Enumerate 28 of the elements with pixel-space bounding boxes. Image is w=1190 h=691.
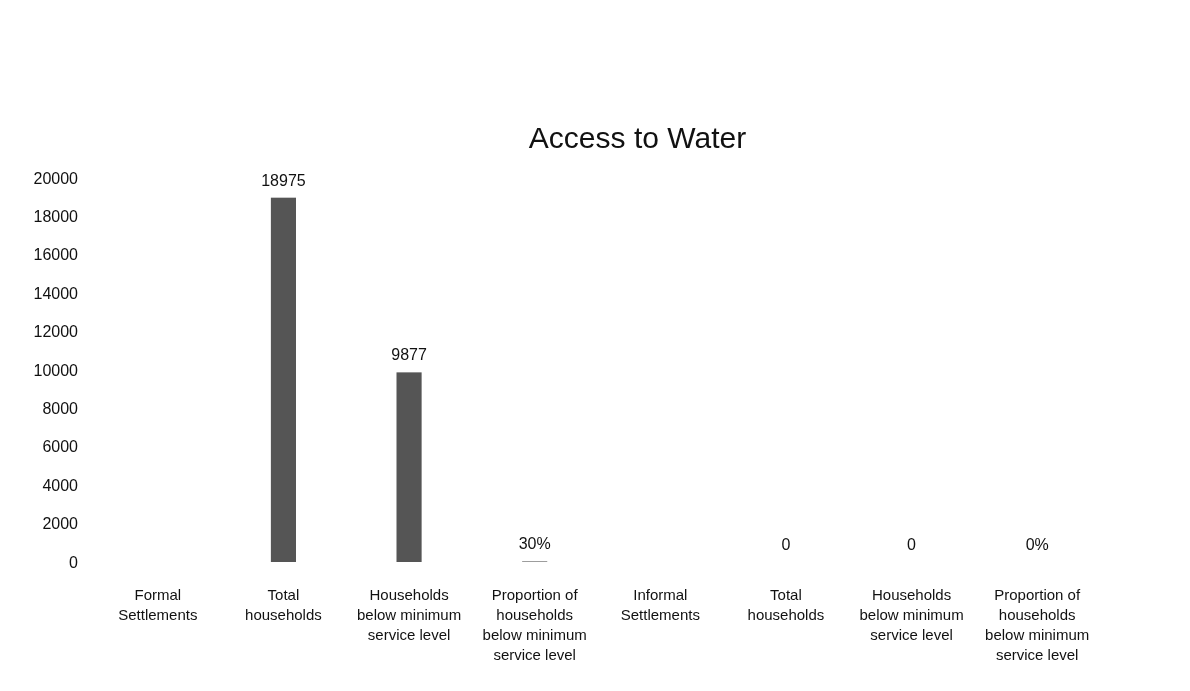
x-tick-label: Proportion of households below minimum service level	[985, 586, 1090, 663]
bar	[396, 372, 422, 562]
y-tick-label: 8000	[42, 400, 79, 417]
data-label: 30%	[518, 535, 551, 553]
y-tick-label: 16000	[33, 246, 79, 264]
y-tick-label: 12000	[33, 323, 79, 341]
data-label: 18975	[261, 171, 306, 189]
data-label: 0	[781, 536, 791, 553]
bar	[270, 197, 296, 562]
data-label: 9877	[391, 346, 427, 364]
data-label: 0	[907, 536, 917, 553]
chart-title: Access to Water	[528, 121, 747, 154]
x-tick-label: Formal Settlements	[118, 586, 198, 623]
y-tick-label: 4000	[42, 476, 79, 494]
x-tick-label: Informal Settlements	[620, 586, 700, 623]
data-label: 0%	[1025, 536, 1049, 553]
y-tick-label: 0	[69, 553, 79, 571]
x-tick-label: Total households	[245, 586, 322, 623]
x-tick-label: Total households	[747, 586, 825, 623]
y-tick-label: 14000	[33, 284, 79, 302]
y-tick-label: 2000	[42, 515, 79, 533]
y-tick-label: 6000	[42, 438, 79, 456]
y-tick-label: 10000	[33, 361, 79, 379]
x-tick-label: Proportion of households below minimum service level	[482, 586, 587, 663]
y-tick-label: 18000	[33, 208, 79, 225]
y-tick-label: 20000	[33, 169, 79, 187]
x-tick-label: Households below minimum service level	[356, 586, 462, 643]
x-tick-label: Households below minimum service level	[859, 586, 964, 643]
